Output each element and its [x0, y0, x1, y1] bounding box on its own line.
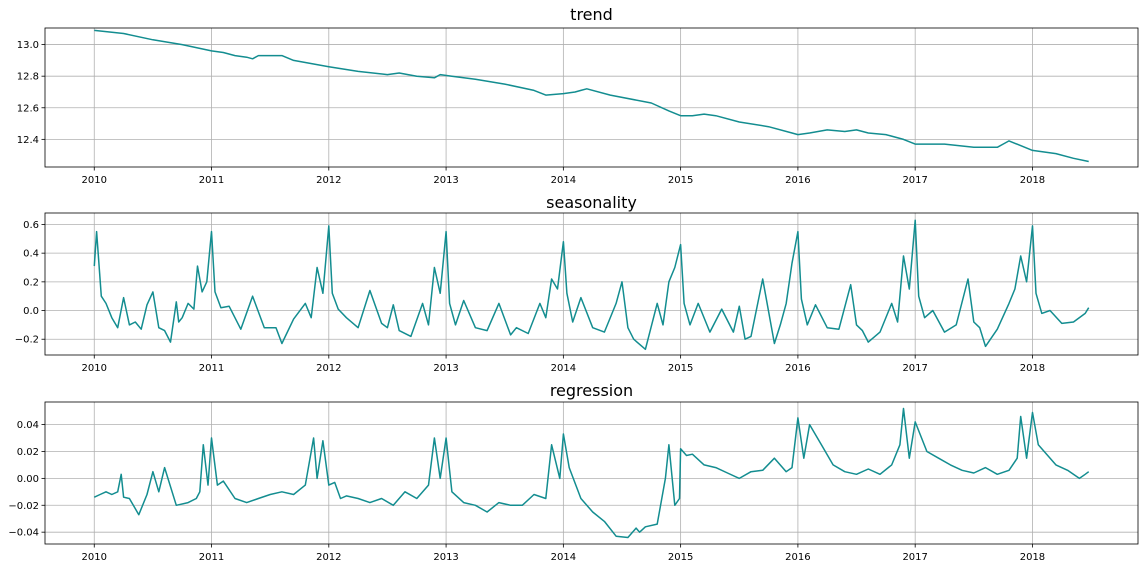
seasonality-series-line [93, 219, 1090, 351]
seasonality-x-tick-label: 2010 [82, 363, 107, 374]
trend-axes-frame [44, 27, 1139, 168]
regression-x-tick-label: 2012 [316, 552, 341, 563]
regression-y-tick-label: 0.04 [17, 420, 39, 431]
seasonality-x-tick-label: 2015 [668, 363, 693, 374]
trend-title: trend [570, 5, 613, 24]
trend-y-tick-label: 12.8 [17, 72, 39, 83]
subplot-panels: trend 2010 2011 2012 2013 2014 2015 2016 2017 201… [8, 5, 1139, 563]
seasonality-x-tick-label: 2014 [551, 363, 576, 374]
regression-x-tick-label: 2014 [551, 552, 576, 563]
seasonality-x-tick-label: 2013 [433, 363, 458, 374]
trend-x-tick-label: 2010 [82, 175, 107, 186]
seasonality-y-tick-label: 0.0 [23, 306, 39, 317]
trend-x-tick-label: 2016 [785, 175, 810, 186]
seasonality-grid [45, 213, 1138, 355]
regression-y-tick-label: −0.02 [8, 501, 39, 512]
regression-x-tick-label: 2015 [668, 552, 693, 563]
trend-x-tick-label: 2011 [199, 175, 224, 186]
regression-x-tick-label: 2013 [433, 552, 458, 563]
regression-axes-frame [44, 401, 1139, 545]
seasonality-y-tick-label: −0.2 [15, 335, 39, 346]
trend-x-tick-label: 2018 [1020, 175, 1045, 186]
trend-x-tick-label: 2012 [316, 175, 341, 186]
trend-x-tick-label: 2014 [551, 175, 576, 186]
seasonality-x-tick-label: 2018 [1020, 363, 1045, 374]
seasonality-x-tick-label: 2012 [316, 363, 341, 374]
seasonality-y-tick-label: 0.6 [23, 220, 39, 231]
seasonality-x-tick-label: 2011 [199, 363, 224, 374]
regression-series-line [93, 407, 1090, 539]
regression-y-tick-label: 0.00 [17, 474, 39, 485]
regression-x-tick-label: 2011 [199, 552, 224, 563]
regression-panel: regression 2010 2011 2012 2013 2014 2015 2016 20… [8, 381, 1139, 563]
trend-x-tick-label: 2017 [902, 175, 927, 186]
seasonality-y-tick-label: 0.4 [23, 249, 39, 260]
seasonality-x-tick-label: 2017 [902, 363, 927, 374]
regression-grid [45, 402, 1138, 544]
seasonality-x-tick-label: 2016 [785, 363, 810, 374]
seasonality-axes-frame [44, 212, 1139, 356]
trend-x-tick-label: 2015 [668, 175, 693, 186]
seasonality-title: seasonality [546, 193, 637, 212]
regression-x-tick-label: 2017 [902, 552, 927, 563]
trend-grid [45, 28, 1138, 167]
regression-x-tick-label: 2010 [82, 552, 107, 563]
regression-x-tick-label: 2016 [785, 552, 810, 563]
trend-x-tick-label: 2013 [433, 175, 458, 186]
regression-y-tick-label: −0.04 [8, 528, 39, 539]
trend-y-tick-label: 12.6 [17, 103, 39, 114]
regression-x-tick-label: 2018 [1020, 552, 1045, 563]
trend-panel: trend 2010 2011 2012 2013 2014 2015 2016 2017 201… [17, 5, 1139, 186]
trend-series-line [94, 29, 1089, 163]
trend-y-tick-label: 12.4 [17, 135, 39, 146]
trend-y-tick-label: 13.0 [17, 40, 39, 51]
seasonality-panel: seasonality 2010 2011 2012 2013 2014 2015 2016 2… [15, 193, 1139, 374]
regression-y-tick-label: 0.02 [17, 447, 39, 458]
seasonality-y-tick-label: 0.2 [23, 277, 39, 288]
regression-title: regression [550, 381, 633, 400]
